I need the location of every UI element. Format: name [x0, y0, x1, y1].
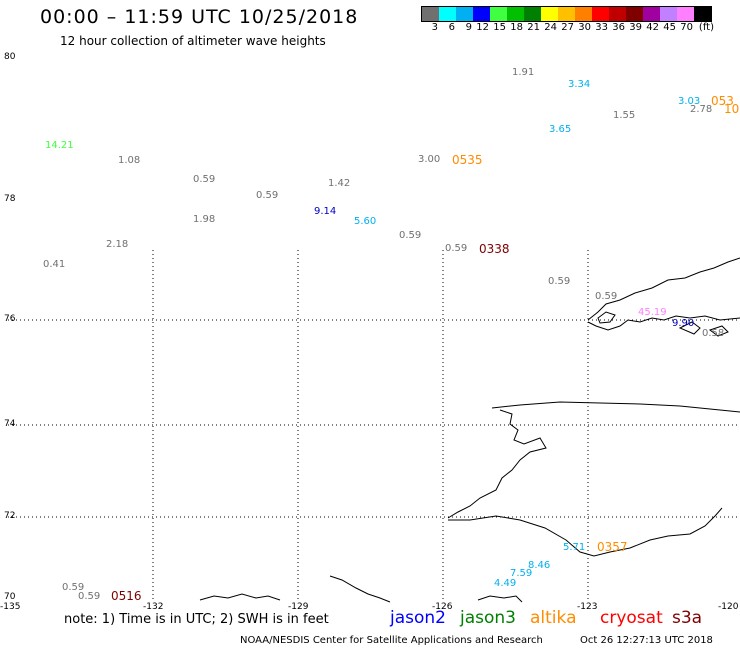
coastline	[199, 257, 740, 603]
wave-height-label: 1.08	[118, 155, 141, 166]
wave-height-label: 2.18	[106, 239, 129, 250]
color-swatch	[626, 7, 643, 21]
color-swatch	[609, 7, 626, 21]
color-swatch	[524, 7, 541, 21]
legend-s3a: s3a	[672, 608, 703, 628]
lon-label: -120	[718, 602, 739, 612]
wave-height-label: 5.71	[563, 542, 586, 553]
wave-height-label: 8.46	[528, 560, 551, 571]
legend-jason2: jason2	[390, 608, 446, 628]
wave-height-label: 2.78	[690, 104, 713, 115]
color-scale-label: 42	[646, 22, 659, 33]
legend-cryosat: cryosat	[600, 608, 663, 628]
lat-label: 72	[4, 511, 16, 521]
wave-height-label: 0.59	[256, 190, 279, 201]
color-scale-labels: 3 6 9 12 15 18 21 24 27 30 33 36 39 42 45 70 (ft)	[421, 22, 740, 34]
wave-height-label: 5.60	[354, 216, 377, 227]
color-scale-label: 9	[465, 22, 472, 33]
color-scale-label: 33	[595, 22, 608, 33]
legend-altika: altika	[530, 608, 577, 628]
lat-label: 70	[4, 592, 16, 602]
color-swatch	[643, 7, 660, 21]
color-scale-label: 24	[544, 22, 557, 33]
lon-label: -126	[432, 602, 453, 612]
wave-height-label: 1.55	[613, 110, 636, 121]
color-scale-label: 3	[431, 22, 438, 33]
wave-height-label: 0.41	[43, 259, 66, 270]
color-scale-label: 39	[629, 22, 642, 33]
color-scale-label: 30	[578, 22, 591, 33]
wave-height-label: 3.34	[568, 79, 591, 90]
wave-height-label: 0.59	[193, 174, 216, 185]
lon-label: -123	[577, 602, 598, 612]
wave-height-label: 9.14	[314, 206, 337, 217]
lat-label: 74	[4, 419, 16, 429]
map-title: 00:00 – 11:59 UTC 10/25/2018	[40, 6, 359, 28]
legend-jason3: jason3	[460, 608, 516, 628]
color-scale-label: 36	[612, 22, 625, 33]
pass-time-label: 0357	[597, 540, 628, 554]
color-swatch	[456, 7, 473, 21]
wave-height-label: 7.59	[510, 568, 533, 579]
wave-height-label: 0.59	[78, 591, 101, 602]
lat-label: 78	[4, 194, 16, 204]
lon-label: -132	[143, 602, 164, 612]
lon-label: -129	[288, 602, 309, 612]
color-scale-label: 45	[663, 22, 676, 33]
color-swatch	[694, 7, 711, 21]
color-scale-label: 27	[561, 22, 574, 33]
color-scale-label: (ft)	[698, 22, 714, 33]
wave-height-label: 0.59	[399, 230, 422, 241]
wave-height-label: 45.19	[638, 307, 667, 318]
color-scale-label: 18	[510, 22, 523, 33]
graticule	[8, 250, 740, 602]
wave-height-label: 3.03	[678, 96, 701, 107]
color-scale-label: 12	[476, 22, 489, 33]
wave-height-label: 0.59	[548, 276, 571, 287]
pass-time-label: 0338	[479, 242, 510, 256]
color-swatch	[677, 7, 694, 21]
color-swatch	[422, 7, 439, 21]
wave-height-label: 1.91	[512, 67, 535, 78]
wave-height-label: 0.59	[62, 582, 85, 593]
wave-height-label: 0.59	[595, 291, 618, 302]
pass-time-label: 0516	[111, 589, 142, 603]
color-scale-label: 15	[493, 22, 506, 33]
color-swatch	[558, 7, 575, 21]
credit-text: NOAA/NESDIS Center for Satellite Applica…	[240, 635, 543, 646]
color-swatch	[575, 7, 592, 21]
lat-label: 80	[4, 52, 16, 62]
wave-height-label: 1.42	[328, 178, 351, 189]
color-swatch	[592, 7, 609, 21]
footer-note: note: 1) Time is in UTC; 2) SWH is in fe…	[64, 612, 329, 627]
wave-height-label: 3.00	[418, 154, 441, 165]
color-scale-label: 21	[527, 22, 540, 33]
wave-height-label: 3.65	[549, 124, 572, 135]
color-swatch	[439, 7, 456, 21]
map-subtitle: 12 hour collection of altimeter wave hei…	[60, 34, 326, 48]
color-swatch	[507, 7, 524, 21]
wave-height-label: 14.21	[45, 140, 74, 151]
pass-time-label: 0535	[452, 153, 483, 167]
color-swatch	[541, 7, 558, 21]
pass-time-label: 10	[724, 102, 740, 116]
color-swatch	[660, 7, 677, 21]
lat-label: 76	[4, 314, 16, 324]
wave-height-label: 0.58	[702, 328, 725, 339]
wave-height-label: 4.49	[494, 578, 517, 589]
color-scale	[421, 6, 712, 22]
wave-height-label: 0.59	[445, 243, 468, 254]
wave-height-label: 1.98	[193, 214, 216, 225]
color-scale-label: 6	[448, 22, 455, 33]
color-scale-label: 70	[680, 22, 693, 33]
color-swatch	[473, 7, 490, 21]
pass-time-label: 053	[711, 94, 734, 108]
wave-height-label: 9.90	[672, 318, 695, 329]
color-swatch	[490, 7, 507, 21]
lon-label: -135	[0, 602, 21, 612]
generated-timestamp: Oct 26 12:27:13 UTC 2018	[580, 635, 713, 646]
